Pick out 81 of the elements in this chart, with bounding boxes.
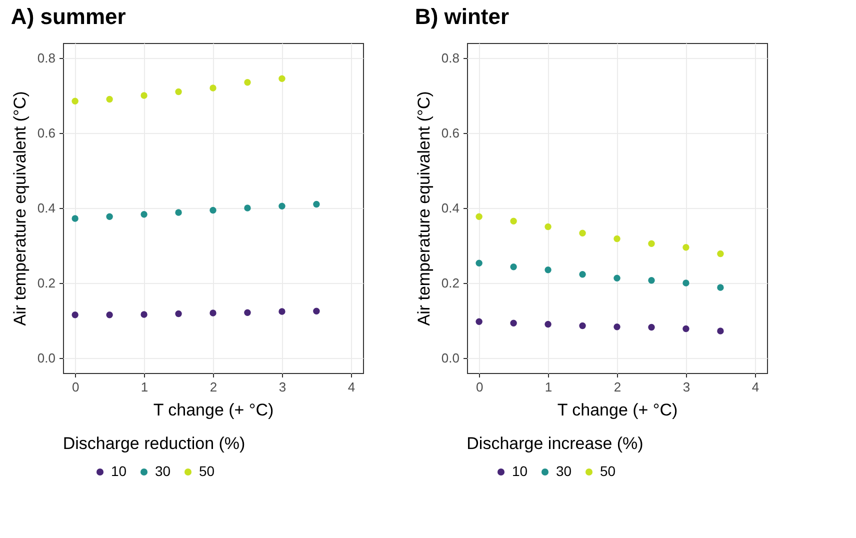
point bbox=[140, 311, 148, 318]
legend-label: 30 bbox=[556, 463, 572, 479]
x-tick-label: 1 bbox=[544, 380, 552, 394]
point bbox=[175, 310, 182, 318]
legend-label: 10 bbox=[111, 463, 127, 479]
point bbox=[313, 200, 320, 208]
y-tick-label: 0.6 bbox=[37, 126, 56, 140]
y-tick-label: 0.4 bbox=[441, 200, 460, 216]
point bbox=[614, 274, 620, 282]
y-axis-title: Air temperature equivalent (°C) bbox=[10, 91, 30, 326]
point bbox=[544, 266, 552, 274]
x-tick-label: 0 bbox=[72, 380, 80, 394]
point bbox=[106, 312, 113, 318]
point bbox=[278, 75, 286, 82]
point bbox=[175, 209, 182, 216]
point bbox=[476, 260, 482, 266]
y-tick-label: 0.2 bbox=[441, 276, 460, 290]
y-tick-label: 0.4 bbox=[37, 200, 56, 216]
point bbox=[210, 310, 216, 316]
point bbox=[717, 328, 724, 334]
point bbox=[648, 277, 655, 284]
x-tick-label: 4 bbox=[752, 380, 760, 394]
point bbox=[476, 213, 482, 220]
legend-label: 50 bbox=[600, 463, 616, 479]
point bbox=[278, 308, 286, 315]
chart-title: B) winter bbox=[414, 4, 510, 29]
point bbox=[244, 79, 251, 86]
point bbox=[648, 240, 655, 247]
point bbox=[72, 98, 78, 104]
y-tick-label: 0.6 bbox=[441, 126, 460, 140]
point bbox=[510, 264, 517, 270]
legend-label: 30 bbox=[155, 463, 171, 479]
point bbox=[579, 230, 586, 236]
y-tick-label: 0.8 bbox=[441, 50, 460, 66]
point bbox=[140, 211, 148, 218]
x-axis-title: T change (+ °C) bbox=[153, 400, 274, 420]
point bbox=[544, 320, 552, 328]
y-tick-label: 0.0 bbox=[37, 350, 56, 366]
y-axis-title: Air temperature equivalent (°C) bbox=[414, 91, 434, 326]
point bbox=[244, 204, 251, 212]
point bbox=[682, 280, 690, 286]
point bbox=[244, 309, 251, 316]
point bbox=[510, 320, 517, 326]
y-tick-label: 0.0 bbox=[441, 350, 460, 366]
point bbox=[210, 206, 216, 214]
point bbox=[717, 284, 724, 291]
y-tick-label: 0.8 bbox=[37, 50, 56, 66]
point bbox=[682, 325, 690, 332]
x-tick-label: 2 bbox=[210, 380, 218, 394]
legend-title: Discharge reduction (%) bbox=[62, 434, 246, 453]
point bbox=[210, 84, 216, 92]
point bbox=[510, 218, 517, 224]
x-axis-title: T change (+ °C) bbox=[557, 400, 678, 420]
chart-title: A) summer bbox=[10, 4, 126, 29]
point bbox=[544, 223, 552, 230]
point bbox=[72, 215, 78, 222]
legend-label: 10 bbox=[512, 463, 528, 479]
point bbox=[648, 324, 655, 331]
point bbox=[313, 308, 320, 314]
x-tick-label: 3 bbox=[278, 380, 286, 394]
y-tick-label: 0.2 bbox=[37, 276, 56, 290]
point bbox=[579, 322, 586, 330]
legend-title: Discharge increase (%) bbox=[466, 434, 644, 453]
x-tick-label: 2 bbox=[614, 380, 622, 394]
legend-label: 50 bbox=[199, 463, 215, 479]
point bbox=[140, 92, 148, 99]
point bbox=[717, 250, 724, 258]
x-tick-label: 4 bbox=[348, 380, 356, 394]
point bbox=[72, 312, 78, 318]
x-tick-label: 0 bbox=[476, 380, 484, 394]
x-tick-label: 1 bbox=[140, 380, 148, 394]
x-tick-label: 3 bbox=[682, 380, 690, 394]
point bbox=[682, 244, 690, 251]
point bbox=[106, 213, 113, 220]
point bbox=[614, 235, 620, 242]
point bbox=[579, 271, 586, 278]
point bbox=[476, 318, 482, 325]
point bbox=[278, 202, 286, 210]
point bbox=[106, 96, 113, 103]
point bbox=[175, 88, 182, 96]
point bbox=[614, 324, 620, 330]
